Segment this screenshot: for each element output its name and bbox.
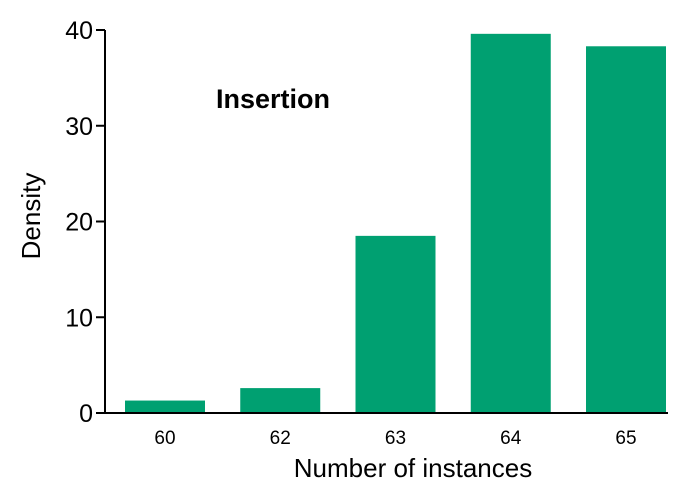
x-axis: 60 62 63 64 65: [105, 412, 668, 449]
y-axis-title: Density: [16, 173, 46, 260]
bars-group: [125, 33, 666, 414]
x-tick-label-65: 65: [615, 428, 636, 449]
x-tick-label-64: 64: [500, 428, 522, 449]
x-tick-label-60: 60: [154, 428, 175, 449]
x-tick-label-63: 63: [385, 428, 406, 449]
y-axis: 0 10 20 30 40: [65, 17, 106, 428]
bar-60: [125, 400, 205, 413]
y-tick-label-0: 0: [79, 400, 93, 428]
bar-63: [355, 235, 436, 413]
y-tick-label-40: 40: [65, 17, 93, 45]
x-axis-title: Number of instances: [294, 453, 532, 483]
x-tick-label-62: 62: [270, 428, 291, 449]
bar-64: [470, 33, 551, 414]
y-tick-label-20: 20: [65, 209, 93, 237]
chart-annotation: Insertion: [216, 84, 330, 114]
bar-65: [586, 46, 666, 414]
bar-62: [240, 388, 321, 413]
y-tick-label-30: 30: [65, 113, 93, 141]
y-tick-label-10: 10: [65, 304, 93, 332]
